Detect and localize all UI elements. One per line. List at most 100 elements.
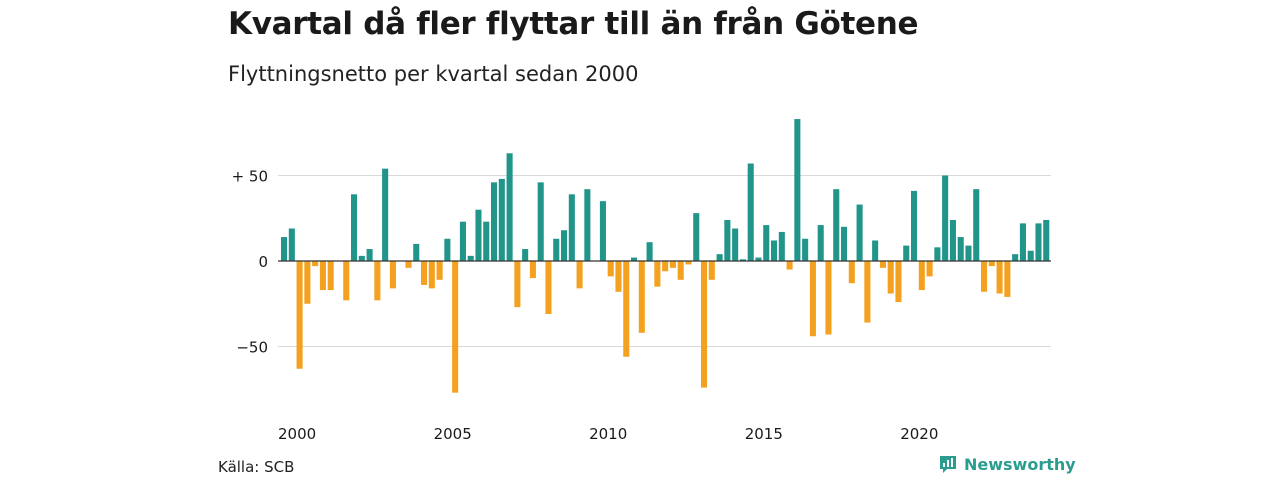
bar	[763, 225, 770, 261]
brand-name: Newsworthy	[964, 454, 1076, 474]
bar	[918, 261, 925, 291]
bar	[895, 261, 902, 303]
bar	[436, 261, 443, 280]
x-tick-label: 2010	[589, 425, 627, 443]
bar	[599, 201, 606, 261]
bar	[864, 261, 871, 323]
bar	[475, 209, 482, 261]
chart-title: Kvartal då fler flyttar till än från Göt…	[228, 6, 919, 42]
bar	[483, 221, 490, 261]
bar	[288, 228, 295, 261]
bar	[389, 261, 396, 289]
bar	[459, 221, 466, 261]
bar	[778, 231, 785, 261]
bar	[413, 243, 420, 261]
bar	[498, 178, 505, 261]
bar	[428, 261, 435, 289]
bar	[786, 261, 793, 270]
bar	[872, 240, 879, 261]
bar	[584, 189, 591, 261]
bar	[701, 261, 708, 388]
bar	[879, 261, 886, 268]
chart-subtitle: Flyttningsnetto per kvartal sedan 2000	[228, 62, 639, 86]
bar	[848, 261, 855, 284]
bar	[934, 247, 941, 261]
bar	[319, 261, 326, 291]
bar	[545, 261, 552, 315]
bar	[304, 261, 311, 304]
bar	[669, 261, 676, 268]
bar	[654, 261, 661, 287]
bar	[1035, 223, 1042, 261]
bar	[949, 219, 956, 261]
bar	[529, 261, 536, 279]
bar	[467, 255, 474, 261]
bar	[809, 261, 816, 337]
bar	[856, 204, 863, 261]
bar	[638, 261, 645, 333]
bar	[833, 189, 840, 261]
bar	[794, 119, 801, 261]
bar	[755, 257, 762, 261]
bar	[957, 237, 964, 261]
bar	[817, 225, 824, 261]
y-tick-label: 0	[258, 253, 268, 271]
bar	[724, 219, 731, 261]
y-tick-label: + 50	[232, 168, 268, 186]
bar	[693, 213, 700, 261]
x-tick-label: 2015	[745, 425, 783, 443]
bar	[802, 238, 809, 261]
brand-logo[interactable]: Newsworthy	[938, 454, 1076, 474]
bar	[685, 261, 692, 265]
bar-chart: + 50 0 −50 2000 2005 2010 2015 2020	[232, 119, 1051, 444]
bar	[1004, 261, 1011, 297]
bar	[981, 261, 988, 292]
bar	[623, 261, 630, 357]
bar	[561, 230, 568, 261]
bar	[351, 194, 358, 261]
bar	[615, 261, 622, 292]
bar	[358, 255, 365, 261]
bar	[296, 261, 303, 369]
x-tick-label: 2020	[900, 425, 938, 443]
bar	[1019, 223, 1026, 261]
bar	[506, 153, 513, 261]
bar	[405, 261, 412, 268]
bar	[452, 261, 459, 393]
bar	[537, 182, 544, 261]
y-tick-label: −50	[236, 339, 268, 357]
bar	[374, 261, 381, 301]
axis-labels: + 50 0 −50 2000 2005 2010 2015 2020	[232, 168, 939, 444]
bar	[662, 261, 669, 272]
bar	[382, 168, 389, 261]
x-tick-label: 2000	[278, 425, 316, 443]
bars	[281, 119, 1050, 393]
bar	[607, 261, 614, 277]
bar	[522, 249, 529, 261]
bar	[965, 245, 972, 261]
bar	[747, 163, 754, 261]
bar	[911, 190, 918, 261]
bar	[716, 254, 723, 261]
source-note: Källa: SCB	[218, 458, 295, 476]
bar	[281, 237, 288, 261]
bar	[1027, 250, 1034, 261]
bar	[312, 261, 319, 267]
bar	[1043, 219, 1050, 261]
bar	[631, 257, 638, 261]
bar	[576, 261, 583, 289]
bar	[677, 261, 684, 280]
bar	[646, 242, 653, 261]
bar	[825, 261, 832, 335]
bar	[343, 261, 350, 301]
bar	[708, 261, 715, 280]
bar	[366, 249, 373, 261]
bar	[514, 261, 521, 308]
bar	[926, 261, 933, 277]
newsworthy-logo-icon	[940, 456, 956, 473]
bar	[327, 261, 334, 291]
x-tick-label: 2005	[434, 425, 472, 443]
bar	[887, 261, 894, 294]
bar	[421, 261, 428, 285]
bar	[942, 175, 949, 261]
